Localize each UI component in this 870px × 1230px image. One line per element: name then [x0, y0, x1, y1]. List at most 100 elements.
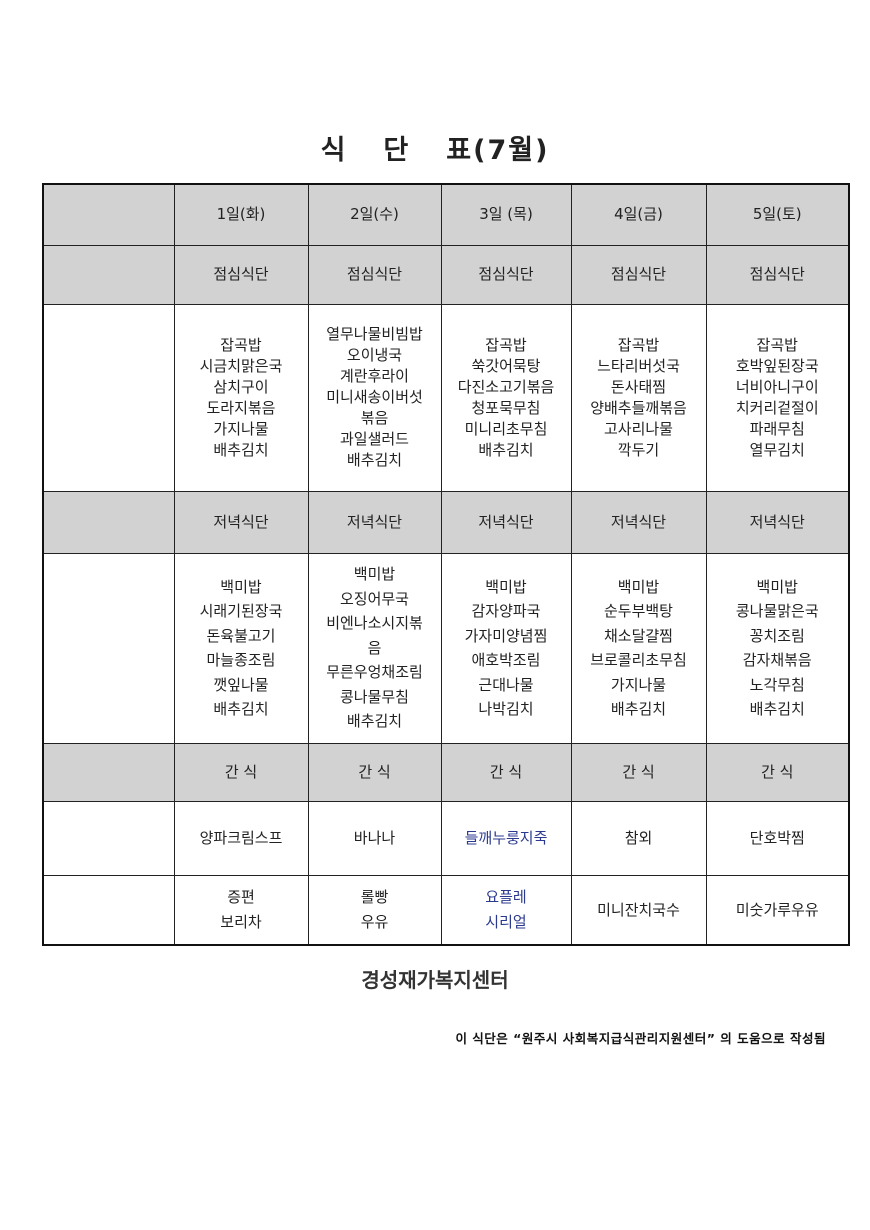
snack-cell: 미숫가루우유	[705, 874, 850, 946]
menu-item: 저녁식단	[610, 512, 667, 531]
snack1-row: 양파크림스프 바나나 들깨누룽지죽 참외 단호박찜	[42, 800, 850, 876]
menu-item: 가지나물	[610, 675, 667, 694]
menu-item: 꽁치조림	[749, 626, 805, 645]
menu-item: 증편	[227, 888, 255, 907]
menu-item: 잡곡밥	[220, 335, 262, 354]
menu-item: 3일 (목)	[479, 205, 533, 224]
menu-item: 쑥갓어묵탕	[471, 356, 541, 375]
snack-cell: 증편 보리차	[173, 874, 309, 946]
menu-item: 다진소고기볶음	[457, 377, 555, 396]
menu-item: 비엔나소시지볶	[326, 614, 423, 633]
snack-label: 간 식	[705, 742, 850, 802]
menu-item: 배추김치	[478, 440, 534, 459]
menu-item: 너비아니구이	[735, 377, 819, 396]
snack-cell: 미니잔치국수	[570, 874, 707, 946]
menu-item: 양배추들깨볶음	[590, 398, 687, 417]
menu-item: 무른우엉채조림	[326, 663, 423, 682]
lunch-cell: 열무나물비빔밥 오이냉국 계란후라이 미니새송이버섯 볶음 과일샐러드 배추김치	[307, 303, 442, 492]
menu-item: 가지나물	[213, 419, 269, 438]
menu-item: 1일(화)	[216, 205, 266, 224]
day-header: 4일(금)	[570, 183, 707, 246]
menu-item: 느타리버섯국	[597, 356, 680, 375]
menu-item: 잡곡밥	[485, 335, 527, 354]
blank-cell	[42, 244, 175, 305]
menu-item: 미숫가루우유	[735, 900, 819, 919]
credit-note: 이 식단은 “원주시 사회복지급식관리지원센터” 의 도움으로 작성됨	[455, 1031, 826, 1046]
lunch-row: 잡곡밥 시금치맑은국 삼치구이 도라지볶음 가지나물 배추김치 열무나물비빔밥 오이냉국 계란후…	[42, 303, 850, 492]
menu-item: 볶음	[360, 409, 389, 427]
menu-item: 채소달걀찜	[603, 626, 673, 645]
snack-label: 간 식	[173, 742, 309, 802]
menu-item: 저녁식단	[749, 512, 805, 531]
menu-item: 오징어무국	[339, 589, 409, 608]
menu-item: 참외	[624, 828, 653, 847]
snack2-row: 증편 보리차 롤빵 우유 요플레 시리얼 미니잔치국수 미숫가루우유	[42, 874, 850, 946]
lunch-cell: 잡곡밥 호박잎된장국 너비아니구이 치커리겉절이 파래무침 열무김치	[705, 303, 850, 492]
menu-item: 배추김치	[213, 700, 269, 718]
blank-cell	[42, 303, 175, 492]
menu-item: 점심식단	[610, 265, 667, 283]
menu-item: 삼치구이	[213, 377, 269, 396]
menu-item: 간 식	[358, 762, 391, 781]
lunch-label: 점심식단	[173, 244, 309, 305]
menu-item: 콩나물맑은국	[735, 602, 819, 620]
menu-item: 간 식	[622, 762, 655, 781]
menu-item: 백미밥	[220, 577, 262, 596]
menu-item: 백미밥	[353, 565, 396, 584]
menu-item: 가자미양념찜	[464, 626, 548, 645]
day-header: 3일 (목)	[440, 183, 572, 246]
dinner-row: 백미밥 시래기된장국 돈육불고기 마늘종조림 깻잎나물 배추김치 백미밥 오징어무국 비엔나소시…	[42, 552, 850, 744]
menu-item: 감자양파국	[471, 602, 541, 620]
lunch-cell: 잡곡밥 느타리버섯국 돈사태찜 양배추들깨볶음 고사리나물 깍두기	[570, 303, 707, 492]
menu-item: 4일(금)	[614, 205, 663, 224]
menu-item: 열무나물비빔밥	[326, 325, 423, 343]
menu-item: 요플레	[485, 888, 527, 907]
menu-item: 도라지볶음	[206, 398, 276, 417]
menu-item: 우유	[360, 912, 389, 931]
menu-item: 잡곡밥	[756, 335, 798, 354]
title-part: 단	[383, 135, 411, 166]
menu-item: 깻잎나물	[213, 675, 269, 694]
menu-item: 미니새송이버섯	[326, 388, 423, 406]
blank-cell	[42, 800, 175, 876]
menu-item: 시금치맑은국	[199, 356, 283, 375]
menu-item: 저녁식단	[478, 512, 534, 531]
day-header: 2일(수)	[307, 183, 442, 246]
menu-item: 저녁식단	[213, 512, 269, 531]
snack-cell: 들깨누룽지죽	[440, 800, 572, 876]
menu-item: 감자채볶음	[742, 651, 812, 669]
menu-item: 열무김치	[749, 440, 805, 459]
snack-label: 간 식	[440, 742, 572, 802]
snack-cell: 롤빵 우유	[307, 874, 442, 946]
menu-item: 치커리겉절이	[735, 398, 819, 417]
menu-item: 미니리초무침	[464, 419, 548, 438]
menu-table: 1일(화) 2일(수) 3일 (목) 4일(금) 5일(토) 점심식단 점심식단 점심식단 점…	[42, 183, 850, 946]
dinner-label: 저녁식단	[705, 490, 850, 554]
menu-item: 저녁식단	[346, 512, 403, 531]
menu-item: 들깨누룽지죽	[464, 828, 548, 847]
title-part: 표(7월)	[446, 135, 550, 166]
menu-item: 오이냉국	[346, 346, 403, 364]
lunch-cell: 잡곡밥 시금치맑은국 삼치구이 도라지볶음 가지나물 배추김치	[173, 303, 309, 492]
menu-item: 마늘종조림	[206, 651, 276, 669]
snack-cell: 단호박찜	[705, 800, 850, 876]
center-name: 경성재가복지센터	[361, 968, 509, 992]
menu-item: 간 식	[489, 762, 523, 781]
menu-item: 양파크림스프	[199, 828, 283, 847]
menu-item: 점심식단	[478, 265, 534, 283]
menu-item: 간 식	[761, 762, 794, 781]
page-title: 식 단 표(7월)	[0, 128, 870, 167]
menu-item: 5일(토)	[752, 205, 802, 224]
menu-item: 점심식단	[346, 265, 403, 283]
menu-item: 배추김치	[749, 700, 805, 718]
dinner-label: 저녁식단	[173, 490, 309, 554]
menu-item: 콩나물무침	[339, 687, 409, 706]
menu-item: 나박김치	[478, 700, 534, 718]
menu-item: 파래무침	[749, 419, 805, 438]
menu-item: 청포묵무침	[471, 398, 541, 417]
menu-item: 노각무침	[749, 675, 805, 694]
menu-item: 순두부백탕	[603, 602, 673, 620]
dinner-cell: 백미밥 오징어무국 비엔나소시지볶 음 무른우엉채조림 콩나물무침 배추김치	[307, 552, 442, 744]
menu-item: 점심식단	[749, 265, 805, 283]
